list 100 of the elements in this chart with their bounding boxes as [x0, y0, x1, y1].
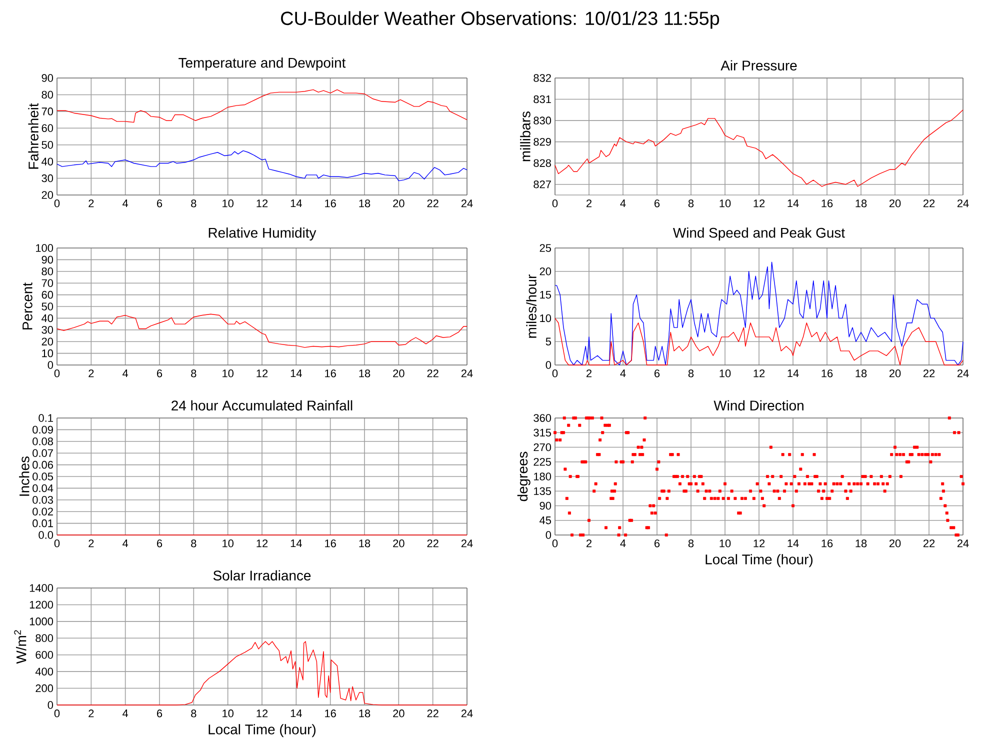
x-tick-label: 6: [654, 540, 660, 548]
text: CU-Boulder Weather Observations: 10/01/23 11:55p: [281, 11, 720, 29]
y-tick-label: 0.0: [38, 531, 54, 539]
x-tick-label: 22: [923, 540, 935, 548]
x-tick-label: 8: [688, 200, 694, 208]
x-tick-label: 2: [586, 540, 592, 548]
x-tick-label: 24: [957, 200, 969, 208]
x-tick-label: 2: [586, 200, 592, 208]
y-tick-label: 0: [48, 361, 54, 369]
y-tick-label: 50: [42, 140, 54, 149]
y-tick-label: 0.03: [32, 496, 53, 504]
x-tick-label: 16: [325, 710, 336, 718]
x-tick-label: 16: [822, 200, 833, 208]
x-tick-label: 10: [222, 540, 234, 548]
x-tick-label: 0: [552, 540, 558, 548]
x-tick-label: 24: [957, 540, 969, 548]
y-tick-label: 90: [540, 502, 552, 510]
y-tick-label: 40: [42, 314, 54, 322]
x-tick-label: 24: [461, 710, 473, 718]
x-tick-label: 20: [393, 370, 404, 378]
x-tick-label: 22: [427, 540, 438, 548]
x-tick-label: 2: [88, 200, 94, 208]
x-tick-label: 8: [688, 370, 694, 378]
x-tick-label: 14: [788, 540, 799, 548]
y-tick-label: 1400: [30, 584, 54, 592]
y-tick-label: 0.02: [32, 508, 53, 516]
x-tick-label: 22: [427, 200, 438, 208]
x-tick-label: 18: [856, 200, 867, 208]
x-tick-label: 6: [654, 370, 660, 378]
y-tick-label: 1000: [30, 618, 54, 626]
x-axis-title: Local Time (hour): [208, 724, 316, 738]
x-axis-title: Local Time (hour): [706, 554, 813, 568]
x-tick-label: 0: [552, 200, 558, 208]
y-tick-label: 70: [42, 108, 54, 116]
x-tick-label: 4: [620, 370, 626, 378]
x-tick-label: 16: [822, 370, 833, 378]
y-tick-label: 0.08: [32, 438, 53, 446]
y-tick-label: 0.09: [32, 426, 53, 434]
y-tick-label: 225: [534, 458, 552, 466]
y-tick-label: 315: [534, 428, 552, 437]
y-tick-label: 5: [546, 338, 552, 346]
y-tick-label: 80: [42, 268, 54, 276]
y-tick-label: 0.1: [38, 414, 53, 422]
x-tick-label: 8: [191, 710, 196, 718]
y-tick-label: 20: [42, 191, 54, 199]
y-tick-label: 90: [42, 74, 54, 82]
y-tick-label: 70: [42, 279, 54, 287]
x-tick-label: 18: [359, 540, 370, 548]
x-tick-label: 0: [552, 370, 558, 378]
x-tick-label: 8: [191, 200, 196, 208]
x-tick-label: 24: [461, 200, 473, 208]
x-tick-label: 0: [54, 540, 60, 548]
x-tick-label: 22: [923, 200, 935, 208]
x-tick-label: 2: [88, 370, 94, 378]
x-tick-label: 8: [191, 540, 196, 548]
y-axis-title: W/m$^{2}$: [14, 630, 26, 664]
x-tick-label: 2: [88, 540, 94, 548]
y-tick-label: 0.07: [32, 449, 53, 457]
x-tick-label: 14: [290, 540, 302, 548]
x-tick-label: 20: [393, 710, 404, 718]
x-tick-label: 0: [54, 370, 60, 378]
y-tick-label: 50: [42, 302, 54, 310]
y-tick-label: 830: [534, 116, 552, 124]
x-tick-label: 4: [620, 200, 626, 208]
y-tick-label: 60: [42, 124, 54, 132]
x-tick-label: 14: [290, 710, 302, 718]
x-tick-label: 24: [461, 540, 473, 548]
y-axis-title: Fahrenheit: [28, 103, 38, 169]
y-tick-label: 20: [42, 338, 54, 346]
x-tick-label: 10: [222, 710, 234, 718]
x-tick-label: 4: [122, 200, 128, 208]
x-tick-label: 12: [256, 710, 268, 718]
x-tick-label: 12: [256, 200, 268, 208]
x-tick-label: 4: [122, 540, 128, 548]
y-tick-label: 15: [540, 290, 552, 299]
y-tick-label: 0: [546, 361, 552, 369]
y-axis-title: Inches: [19, 456, 30, 496]
y-tick-label: 30: [42, 326, 54, 334]
y-tick-label: 827: [534, 180, 551, 188]
x-tick-label: 20: [393, 540, 404, 548]
x-tick-label: 6: [157, 200, 162, 208]
y-tick-label: 135: [534, 487, 552, 496]
x-tick-label: 22: [427, 710, 438, 718]
x-tick-label: 16: [325, 540, 336, 548]
x-tick-label: 18: [359, 370, 370, 378]
y-tick-label: 0.01: [32, 519, 53, 528]
chart-title: Wind Direction: [714, 400, 804, 411]
chart-title: Wind Speed and Peak Gust: [673, 227, 845, 240]
y-tick-label: 832: [534, 74, 551, 82]
y-axis-title: miles/hour: [526, 274, 536, 338]
y-tick-label: 10: [540, 314, 552, 322]
x-tick-label: 10: [720, 540, 731, 548]
x-tick-label: 8: [688, 540, 694, 548]
x-tick-label: 18: [359, 710, 370, 718]
y-tick-label: 180: [534, 472, 552, 480]
x-tick-label: 20: [393, 200, 404, 208]
x-tick-label: 22: [427, 370, 438, 378]
line-series: [56, 89, 468, 123]
y-tick-label: 60: [42, 290, 54, 299]
x-tick-label: 6: [654, 200, 660, 208]
